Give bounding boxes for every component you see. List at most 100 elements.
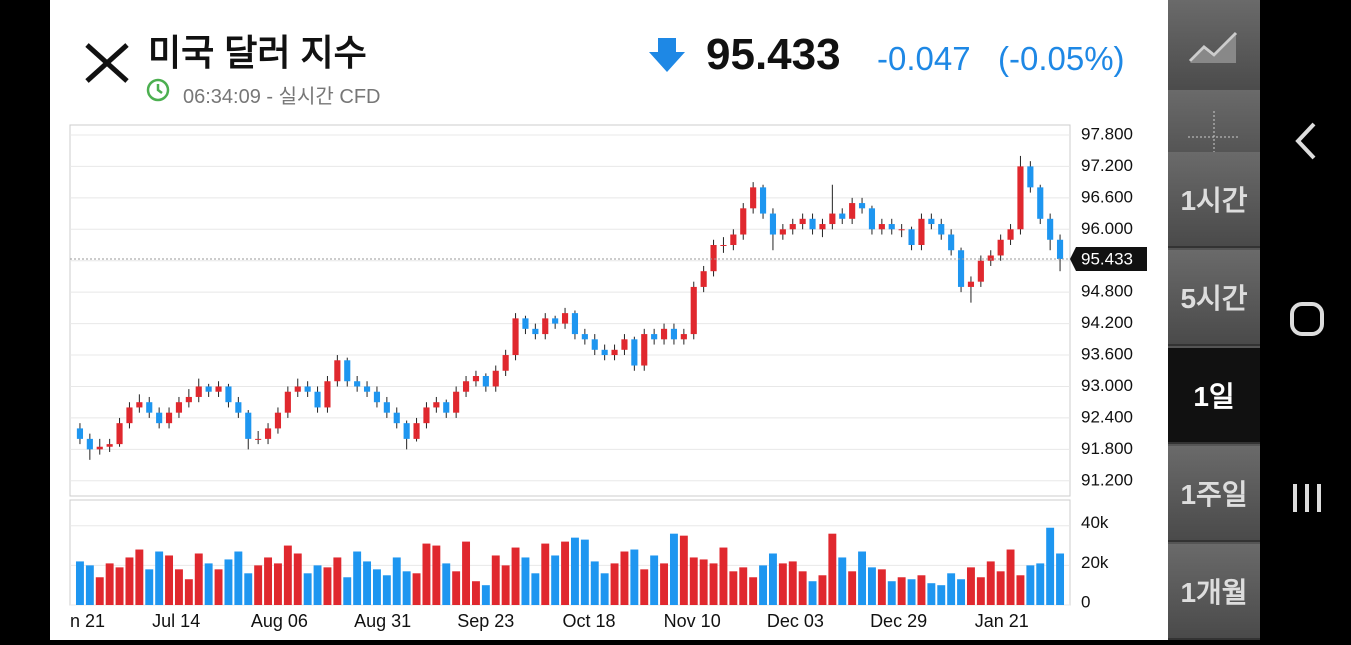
y-tick-label: 97.800 <box>1081 124 1133 143</box>
candle-body <box>344 360 351 382</box>
volume-bar <box>115 567 124 605</box>
timeframe-button[interactable]: 1시간 <box>1168 152 1260 248</box>
candle-body <box>957 250 965 287</box>
candle-body <box>670 328 678 340</box>
volume-bar <box>907 579 916 605</box>
volume-bar <box>600 573 609 605</box>
chart-type-button[interactable] <box>1168 0 1260 96</box>
y-tick-label: 94.800 <box>1081 282 1133 301</box>
volume-bar <box>1026 565 1035 605</box>
candle-body <box>700 271 707 287</box>
volume-bar <box>749 577 758 605</box>
volume-bar <box>313 565 322 605</box>
volume-bar <box>1046 527 1055 605</box>
volume-bar <box>709 563 718 605</box>
x-tick-label: Oct 18 <box>562 611 615 631</box>
price-frame <box>69 124 1071 497</box>
volume-bar <box>937 585 946 605</box>
candle-body <box>997 239 1004 256</box>
candle-body <box>542 318 549 335</box>
volume-bar <box>877 569 886 605</box>
volume-bar <box>303 573 312 605</box>
y-tick-label: 91.800 <box>1081 439 1133 458</box>
timeframe-button[interactable]: 1일 <box>1168 348 1260 444</box>
volume-bar <box>699 559 708 605</box>
y-tick-label: 94.200 <box>1081 313 1133 332</box>
candle-body <box>1047 218 1054 240</box>
volume-bar <box>165 555 174 605</box>
volume-bar <box>798 571 807 605</box>
volume-bar <box>778 563 787 605</box>
candle-body <box>611 349 618 356</box>
x-tick-label: n 21 <box>70 611 105 631</box>
volume-bar <box>85 565 94 605</box>
last-price-pointer <box>1070 246 1147 271</box>
timeframe-button[interactable]: 1개월 <box>1168 544 1260 640</box>
candle-body <box>829 213 836 225</box>
candle-body <box>245 412 252 439</box>
volume-bar <box>204 563 213 605</box>
candle-body <box>581 334 588 340</box>
close-icon[interactable] <box>84 42 130 84</box>
candle-body <box>1027 166 1034 188</box>
candle-body <box>660 328 668 340</box>
candle-body <box>967 281 975 287</box>
candle-body <box>928 218 935 225</box>
candle-body <box>86 438 93 450</box>
candle-body <box>235 402 242 413</box>
volume-bar <box>264 557 273 605</box>
x-tick-label: Dec 29 <box>870 611 927 631</box>
volume-bar <box>531 573 540 605</box>
volume-bar <box>986 561 995 605</box>
candle-body <box>1037 187 1044 219</box>
volume-bar <box>808 581 817 605</box>
candle-body <box>472 376 480 382</box>
home-icon[interactable] <box>1290 302 1324 336</box>
candle-body <box>462 381 470 392</box>
volume-bar <box>224 559 233 605</box>
back-icon[interactable] <box>1295 122 1316 160</box>
timeframe-button[interactable]: 1주일 <box>1168 446 1260 542</box>
candle-body <box>522 318 529 329</box>
recent-icon[interactable] <box>1293 484 1321 512</box>
candle-body <box>354 381 361 387</box>
volume-bar <box>452 571 461 605</box>
volume-tick-label: 40k <box>1081 513 1109 532</box>
volume-bar <box>590 561 599 605</box>
volume-bar <box>214 569 223 605</box>
time: 06:34:09 - 실시간 CFD <box>183 86 381 108</box>
volume-bar <box>135 549 144 605</box>
candle-body <box>136 402 143 408</box>
volume-bar <box>768 553 777 605</box>
volume-bar <box>858 551 867 605</box>
volume-bar <box>333 557 342 605</box>
candle-body <box>750 187 757 209</box>
candle-body <box>165 412 173 424</box>
timeframe-button[interactable]: 5시간 <box>1168 250 1260 346</box>
candle-body <box>403 423 410 439</box>
volume-bar <box>650 555 659 605</box>
volume-bar <box>620 551 629 605</box>
volume-bar <box>75 561 84 605</box>
candle-body <box>116 423 123 445</box>
candle-body <box>443 402 450 413</box>
volume-bar <box>402 571 411 605</box>
candle-body <box>195 386 202 397</box>
candle-body <box>294 386 301 392</box>
volume-bar <box>976 577 985 605</box>
volume-bar <box>729 571 738 605</box>
candle-body <box>769 213 777 235</box>
y-tick-label: 92.400 <box>1081 407 1133 426</box>
candle-body <box>156 412 163 424</box>
candle-body <box>324 381 331 408</box>
volume-bar <box>194 553 203 605</box>
volume-bar <box>105 563 114 605</box>
volume-bar <box>254 565 263 605</box>
x-tick-label: Nov 10 <box>664 611 721 631</box>
volume-bar <box>412 573 421 605</box>
volume-bar <box>927 583 936 605</box>
last-price-label: 95.433 <box>1081 249 1133 268</box>
volume-bar <box>838 557 847 605</box>
volume-bar <box>442 563 451 605</box>
